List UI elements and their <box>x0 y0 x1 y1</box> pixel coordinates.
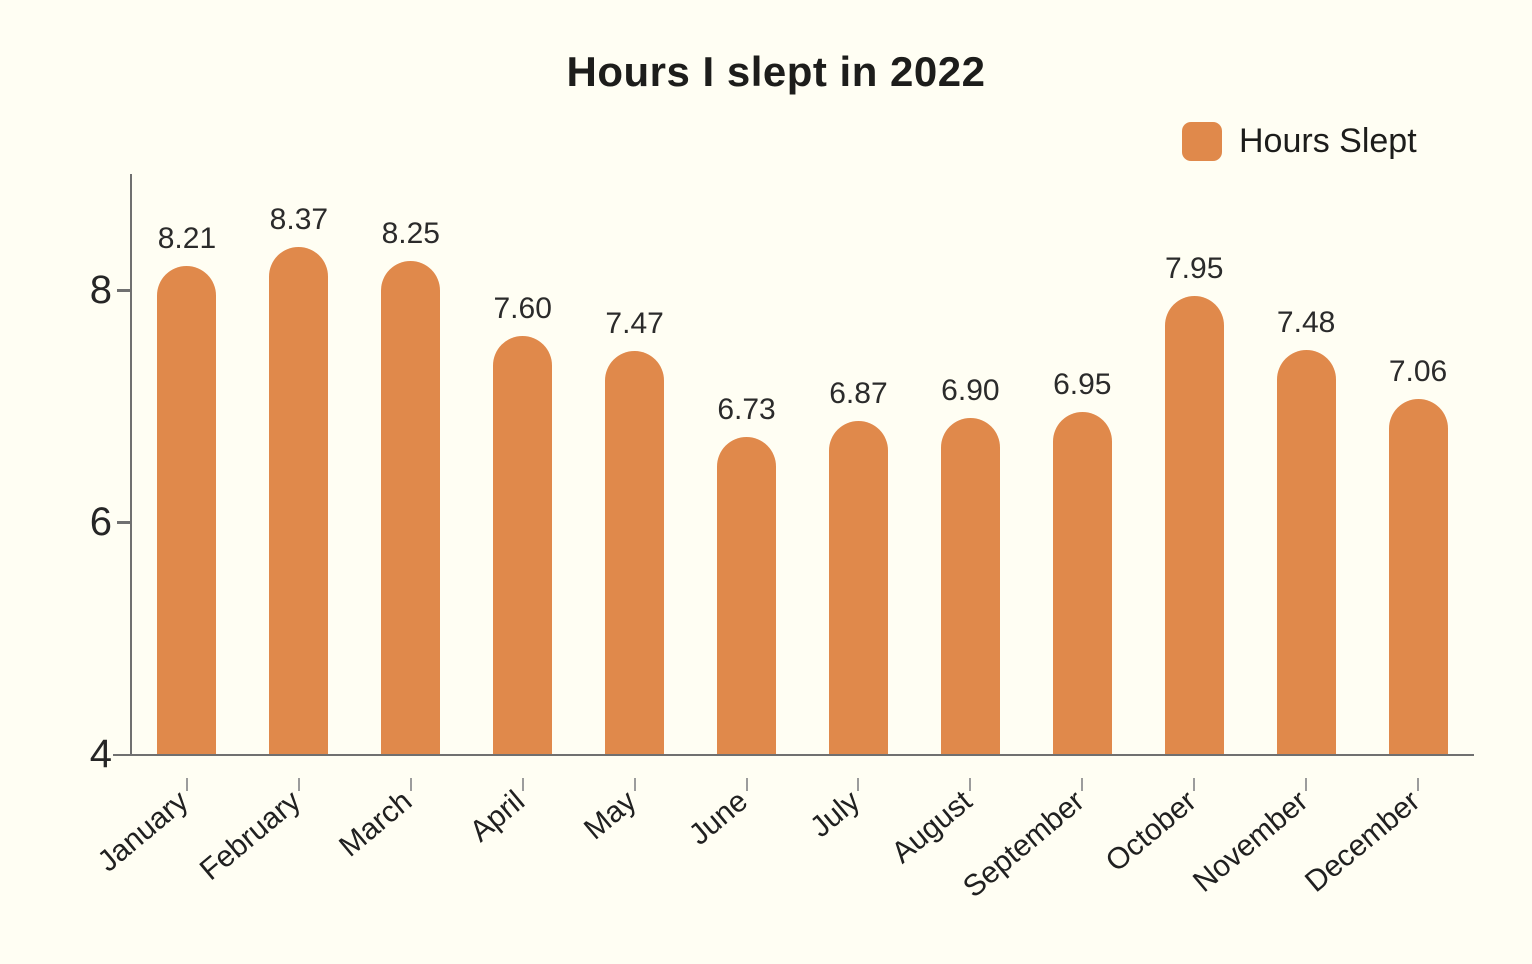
x-axis-label-may: May <box>577 784 643 847</box>
x-axis-tick-mark <box>1305 778 1308 791</box>
x-axis-label-october: October <box>1099 784 1203 879</box>
bar-value-label-june: 6.73 <box>717 393 776 427</box>
x-axis-label-november: November <box>1186 784 1315 899</box>
legend-label-hours-slept: Hours Slept <box>1239 122 1417 160</box>
bar-october <box>1164 295 1224 754</box>
x-axis-tick-mark <box>521 778 524 791</box>
bar-value-label-october: 7.95 <box>1165 251 1224 285</box>
bar-value-label-may: 7.47 <box>605 307 664 341</box>
x-axis-tick-mark <box>1417 778 1420 791</box>
bar-value-label-november: 7.48 <box>1276 306 1336 340</box>
y-axis-tick-label: 6 <box>89 500 112 544</box>
y-axis-tick-label: 4 <box>89 732 112 776</box>
x-axis-tick-mark <box>857 778 860 791</box>
x-axis-tick-mark <box>745 778 748 791</box>
x-axis-tick-mark <box>969 778 972 791</box>
bar-march <box>381 261 441 754</box>
x-axis-label-april: April <box>463 784 531 849</box>
bar-april <box>493 336 553 754</box>
bar-value-label-august: 6.90 <box>941 373 1000 407</box>
x-axis-label-september: September <box>956 784 1091 905</box>
bar-january <box>157 265 217 754</box>
x-axis-label-december: December <box>1298 784 1426 899</box>
bar-august <box>940 417 1000 754</box>
y-axis-tick-mark <box>117 289 130 292</box>
x-axis-tick-mark <box>633 778 636 791</box>
bar-june <box>717 437 777 754</box>
x-axis-tick-mark <box>1193 778 1196 791</box>
x-axis-tick-mark <box>297 778 300 791</box>
x-axis-label-march: March <box>333 784 419 864</box>
bar-september <box>1052 411 1112 754</box>
x-axis-tick-mark <box>185 778 188 791</box>
x-axis-tick-mark <box>1081 778 1084 791</box>
bar-value-label-july: 6.87 <box>829 377 888 411</box>
bar-value-label-march: 8.25 <box>381 217 440 250</box>
bar-value-label-december: 7.06 <box>1388 355 1448 389</box>
bar-december <box>1388 399 1448 754</box>
legend-swatch-hours-slept <box>1182 122 1222 161</box>
x-axis-label-february: February <box>193 784 307 887</box>
x-axis-label-july: July <box>804 784 867 845</box>
chart-title: Hours I slept in 2022 <box>566 48 986 95</box>
x-axis-label-august: August <box>885 784 979 870</box>
bar-november <box>1276 350 1336 754</box>
legend: Hours Slept <box>1182 122 1417 161</box>
y-axis-tick-mark <box>117 521 130 524</box>
x-axis-tick-mark <box>409 778 412 791</box>
x-axis-label-june: June <box>683 784 755 852</box>
bar-value-label-january: 8.21 <box>157 221 217 255</box>
bar-value-label-april: 7.60 <box>493 292 552 326</box>
y-axis-tick-label: 8 <box>89 268 112 312</box>
bar-value-label-september: 6.95 <box>1053 367 1112 401</box>
x-axis-line <box>113 754 1474 756</box>
bar-value-label-february: 8.37 <box>269 203 329 237</box>
x-axis-label-january: January <box>91 784 195 879</box>
y-axis-line <box>130 174 132 756</box>
bar-february <box>269 247 329 754</box>
bar-may <box>605 351 665 754</box>
bar-july <box>828 421 888 754</box>
